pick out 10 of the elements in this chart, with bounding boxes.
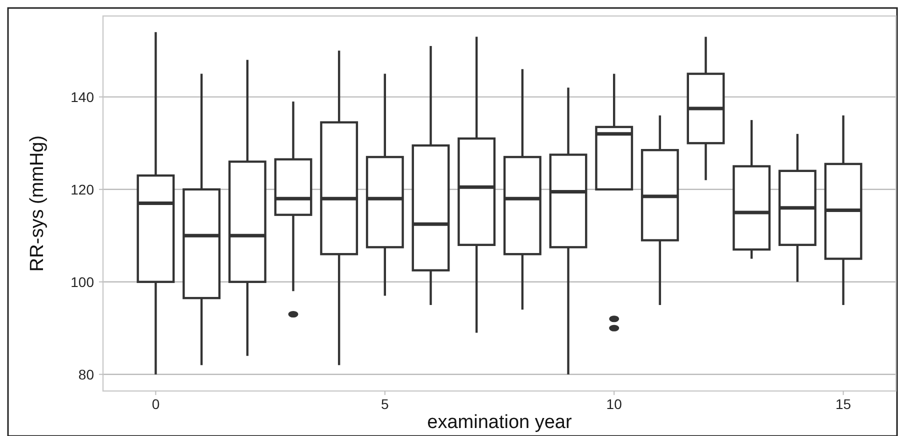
y-tick-label: 140 [70,88,94,105]
x-tick-label: 15 [835,396,852,412]
x-axis-title: examination year [427,412,573,433]
y-tick-label: 100 [70,274,94,290]
y-tick-label: 80 [78,366,94,382]
y-axis-title: RR-sys (mmHg) [27,135,48,272]
x-tick-label: 0 [152,396,160,412]
x-tick-label: 5 [381,396,390,412]
x-tick-label: 10 [606,396,622,412]
y-tick-label: 120 [70,181,94,198]
